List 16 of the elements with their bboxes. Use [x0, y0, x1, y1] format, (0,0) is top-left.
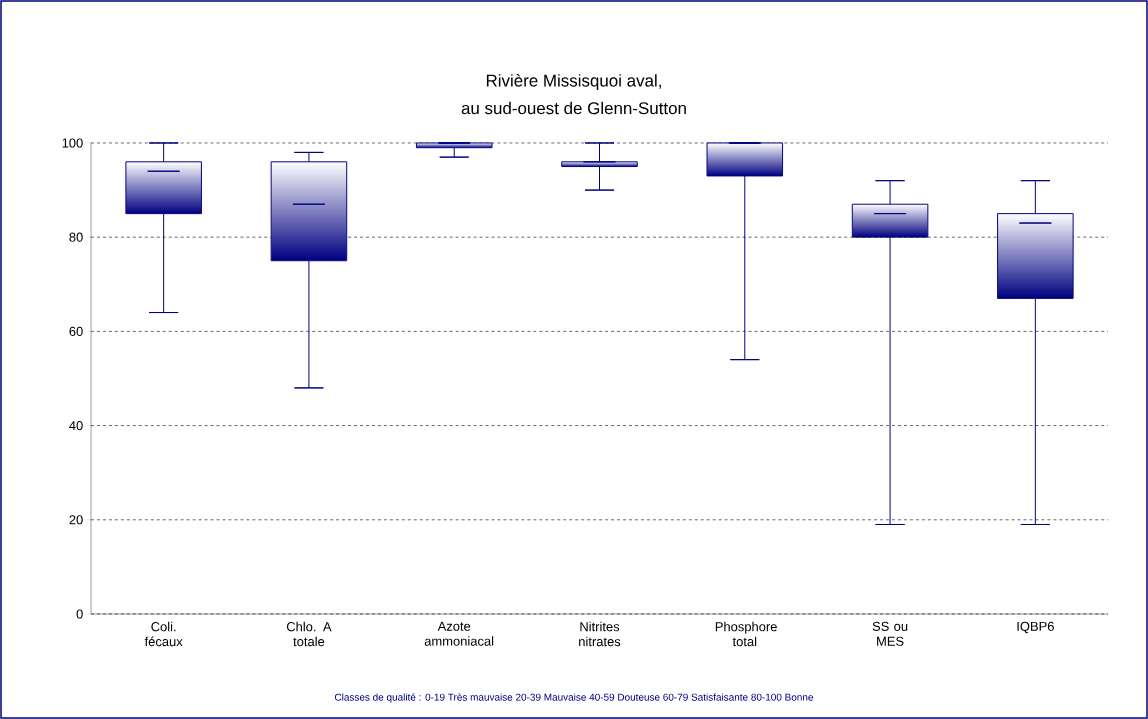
y-tick-label: 0: [76, 609, 83, 619]
x-tick-label: SS ou MES: [872, 621, 908, 646]
x-tick-label: IQBP6: [1017, 621, 1054, 634]
y-tick-label: 60: [69, 326, 83, 336]
y-tick-label: 40: [69, 420, 83, 431]
x-tick-label: Azote ammoniacal: [424, 621, 494, 646]
x-tick-label: Nitrites nitrates: [579, 621, 621, 647]
x-tick-label: Chlo. A totale: [286, 621, 332, 647]
x-tick-label: Coli. fécaux: [144, 621, 183, 647]
chart-title: Rivière Missisquoi aval,: [486, 74, 661, 90]
y-tick-label: 20: [69, 515, 83, 525]
text: Classes de qualité : 0-19 Très mauvaise 20-39 Mauvaise 40-59 Douteuse 60-79 Satisfaisante 80-100 Bonne: [334, 693, 813, 703]
chart-subtitle: au sud-ouest de Glenn-Sutton: [461, 101, 686, 115]
y-tick-label: 100: [62, 138, 83, 148]
x-tick-label: Phosphore total: [715, 621, 777, 647]
y-tick-label: 80: [69, 232, 83, 242]
